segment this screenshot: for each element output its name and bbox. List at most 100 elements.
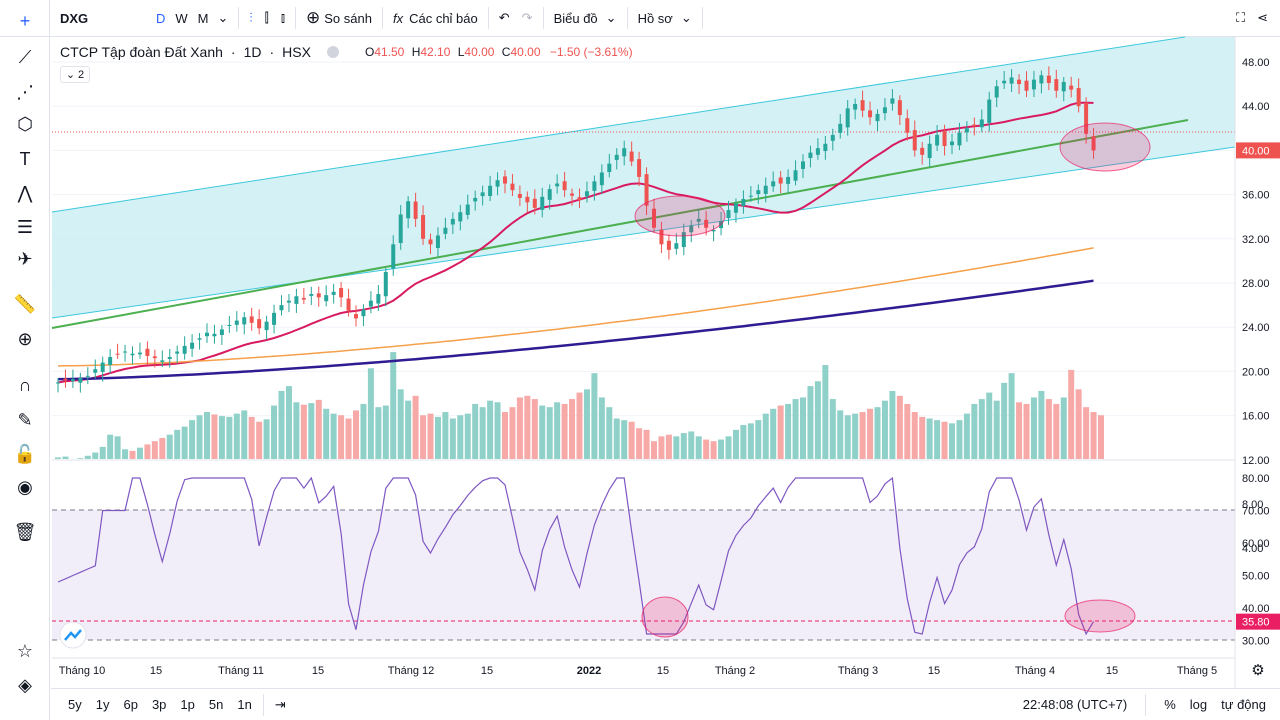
chart-legend: CTCP Tập đoàn Đất Xanh · 1D · HSX O41.50…	[60, 44, 633, 60]
undo-icon[interactable]: ↶	[498, 10, 510, 25]
candle-style-icon[interactable]: ⫿	[264, 10, 269, 25]
icons-tool-icon[interactable]: ✈	[17, 248, 33, 269]
lock-icon[interactable]: 🔓	[13, 443, 37, 464]
candle-body	[726, 210, 731, 219]
volume-bar	[464, 413, 471, 459]
indicators-button[interactable]: fx Các chỉ báo	[387, 0, 484, 37]
function-icon: fx	[392, 10, 404, 26]
range-5d[interactable]: 5n	[208, 697, 224, 712]
range-5y[interactable]: 5y	[68, 697, 82, 712]
crosshair-icon[interactable]: +	[19, 10, 31, 31]
redo-icon[interactable]: ↷	[521, 10, 533, 25]
log-toggle[interactable]: log	[1189, 697, 1208, 712]
trash-icon[interactable]: 🗑	[13, 521, 37, 542]
chevron-down-icon[interactable]: ⌄	[217, 10, 229, 25]
candle-body	[391, 244, 396, 269]
pattern-icon[interactable]: ⋀	[17, 182, 33, 203]
bar-style-icon[interactable]: ⫶	[249, 10, 253, 25]
range-6m[interactable]: 6p	[123, 697, 138, 712]
shapes-icon[interactable]: ⬡	[17, 113, 33, 134]
candle-body	[570, 193, 575, 196]
hollow-candle-icon[interactable]: ⫾	[280, 10, 286, 25]
volume-bar	[338, 415, 345, 459]
volume-bar	[516, 397, 523, 459]
price-tick-label: 24.00	[1242, 322, 1270, 334]
percent-toggle[interactable]: %	[1164, 697, 1176, 712]
last-price-label: 40.00	[1242, 145, 1270, 157]
time-axis: Tháng 10 15 Tháng 11 15 Tháng 12 15 2022 15 Thán…	[59, 662, 1265, 679]
star-icon[interactable]: ☆	[16, 640, 34, 661]
candle-body	[242, 317, 247, 325]
volume-bar	[1083, 407, 1090, 459]
resolution-month[interactable]: M	[197, 10, 209, 26]
volume-bar	[591, 373, 598, 459]
settings-gear-icon[interactable]: ⚙	[1251, 662, 1264, 679]
profile-menu-button[interactable]: Hồ sơ ⌄	[632, 0, 698, 37]
rsi-axis: 80.00 70.00 60.00 50.00 40.00 30.00 35.80	[1236, 473, 1280, 648]
price-tick-label: 48.00	[1242, 57, 1270, 69]
volume-bar	[1008, 373, 1015, 459]
collapsed-indicators-toggle[interactable]: ⌄ 2	[60, 66, 90, 83]
candle-body	[987, 99, 992, 123]
resolution-day[interactable]: D	[156, 10, 166, 26]
candle-body	[450, 218, 455, 225]
rsi-line	[57, 476, 1095, 636]
rsi-last-badge	[1236, 613, 1280, 630]
candle-body	[927, 143, 932, 159]
candle-body	[1017, 79, 1022, 85]
volume-bar	[151, 441, 158, 459]
layers-icon[interactable]: ◈	[18, 674, 32, 695]
volume-bar	[204, 412, 210, 459]
symbol-search[interactable]: DXG	[60, 10, 89, 26]
volume-bar	[174, 429, 181, 459]
candle-body	[994, 86, 999, 98]
collapsed-count: 2	[78, 68, 85, 81]
ruler-icon[interactable]: 📏	[13, 293, 37, 314]
time-tick-label: Tháng 11	[218, 665, 264, 677]
volume-bar	[233, 413, 240, 459]
volume-bar	[144, 444, 151, 459]
range-1m[interactable]: 1p	[180, 697, 195, 712]
close-label: C	[501, 45, 511, 59]
text-tool-icon[interactable]: T	[19, 148, 31, 169]
volume-bar	[613, 418, 620, 459]
lock-drawing-icon[interactable]: ✎	[17, 409, 33, 430]
volume-bar	[263, 419, 270, 459]
volume-bar	[405, 400, 412, 459]
candle-body	[868, 110, 873, 118]
volume-bar	[382, 405, 389, 459]
time-tick-label: Tháng 2	[715, 665, 755, 677]
chart-menu-button[interactable]: Biểu đồ ⌄	[548, 0, 623, 37]
eye-icon[interactable]: ◉	[17, 476, 33, 497]
volume-bar	[725, 436, 732, 459]
volume-bar	[986, 392, 993, 459]
zoom-in-icon[interactable]: ⊕	[17, 328, 33, 349]
volume-bar	[136, 447, 143, 459]
auto-toggle[interactable]: tự động	[1221, 697, 1266, 712]
fib-tool-icon[interactable]: ⋰	[16, 81, 34, 102]
candle-body	[674, 243, 679, 249]
fullscreen-icon[interactable]: ⛶	[1235, 10, 1246, 25]
candle-body	[152, 356, 157, 359]
clock-time[interactable]: 22:48:08 (UTC+7)	[1022, 697, 1128, 712]
compare-button[interactable]: ⊕ So sánh	[300, 0, 378, 37]
candle-body	[182, 345, 187, 354]
rsi-tick-label: 60.00	[1242, 538, 1270, 550]
prediction-icon[interactable]: ☰	[16, 216, 34, 237]
channel-fill	[52, 37, 1235, 318]
candle-body	[838, 123, 843, 133]
trend-line-icon[interactable]: ⟋	[18, 46, 32, 67]
goto-date-icon[interactable]: ⇥	[274, 696, 286, 712]
volume-bar	[92, 452, 99, 459]
candle-body	[1009, 77, 1014, 84]
range-3m[interactable]: 3p	[151, 697, 167, 712]
range-1d[interactable]: 1n	[237, 697, 252, 712]
resolution-week[interactable]: W	[175, 10, 188, 26]
magnet-icon[interactable]: ∩	[18, 374, 32, 395]
range-1y[interactable]: 1y	[95, 697, 110, 712]
share-icon[interactable]: ⋖	[1257, 10, 1268, 25]
candle-body	[681, 232, 686, 248]
open-value: 41.50	[374, 45, 405, 59]
volume-bar	[241, 410, 248, 459]
